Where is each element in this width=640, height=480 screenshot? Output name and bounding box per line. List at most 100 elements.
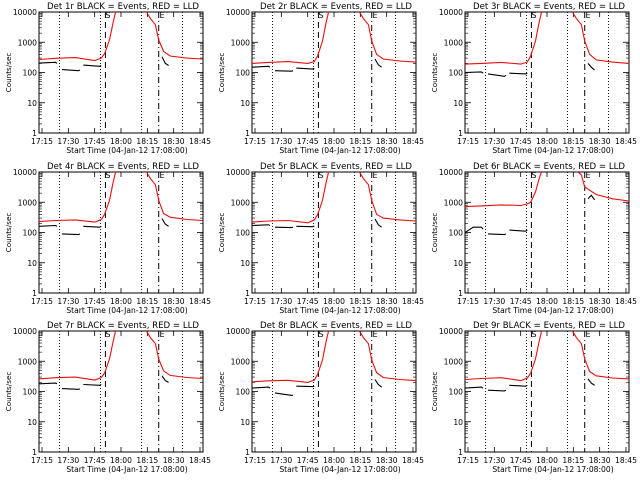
events-series-line xyxy=(296,225,315,228)
lld-series-line xyxy=(571,331,629,380)
chart-title: Det 6r BLACK = Events, RED = LLD xyxy=(473,162,625,172)
events-series-line xyxy=(274,70,294,72)
y-tick-label: 1000 xyxy=(444,198,463,207)
plot-frame xyxy=(464,11,630,134)
y-tick-label: 10000 xyxy=(226,168,250,177)
plot-frame xyxy=(38,171,204,294)
lld-series-line xyxy=(571,12,629,64)
series-group xyxy=(39,331,203,390)
x-tick-label: 17:30 xyxy=(57,137,79,146)
lld-series-line xyxy=(577,172,629,202)
plot-frame xyxy=(38,330,204,453)
y-tick-label: 100 xyxy=(449,69,464,78)
events-series-line xyxy=(39,224,58,227)
events-series-line xyxy=(465,71,484,74)
events-series-line xyxy=(374,379,382,388)
event-marker-label: E xyxy=(159,330,164,339)
x-tick-label: 17:45 xyxy=(297,137,319,146)
events-series-line xyxy=(374,218,382,228)
event-marker-label: S xyxy=(531,11,536,20)
y-tick-label: 1 xyxy=(245,129,250,138)
y-tick-label: 10 xyxy=(240,99,250,108)
events-series-line xyxy=(161,218,169,227)
plot-frame xyxy=(251,11,417,134)
chart-panel: Det 3r BLACK = Events, RED = LLD 1 10 100 10… xyxy=(430,2,637,155)
lld-series-line xyxy=(465,331,543,382)
y-tick-label: 10000 xyxy=(439,327,463,336)
y-tick-label: 10000 xyxy=(226,327,250,336)
y-tick-label: 1 xyxy=(458,289,463,298)
lld-series-line xyxy=(39,12,117,62)
plot-frame xyxy=(251,330,417,453)
x-tick-label: 18:30 xyxy=(376,137,398,146)
y-tick-label: 1000 xyxy=(231,198,250,207)
events-series-line xyxy=(252,65,271,68)
y-tick-label: 10000 xyxy=(226,8,250,17)
series-group xyxy=(252,331,416,396)
x-tick-label: 18:45 xyxy=(402,456,424,465)
x-tick-label: 18:15 xyxy=(562,297,584,306)
x-tick-label: 17:30 xyxy=(270,297,292,306)
lld-series-line xyxy=(358,331,416,382)
x-tick-label: 17:45 xyxy=(84,137,106,146)
x-tick-label: 18:30 xyxy=(376,297,398,306)
x-axis-label: Start Time (04-Jan-12 17:08:00) xyxy=(66,465,187,474)
event-marker-label: S xyxy=(318,330,323,339)
y-tick-label: 10000 xyxy=(439,168,463,177)
y-tick-label: 1000 xyxy=(18,38,37,47)
events-series-line xyxy=(252,386,271,389)
x-tick-label: 18:15 xyxy=(136,137,158,146)
x-tick-label: 18:15 xyxy=(562,137,584,146)
x-tick-label: 17:30 xyxy=(483,137,505,146)
event-marker-label: S xyxy=(318,11,323,20)
events-series-line xyxy=(487,233,507,236)
x-axis-label: Start Time (04-Jan-12 17:08:00) xyxy=(492,306,613,315)
events-series-line xyxy=(509,384,528,387)
y-tick-label: 100 xyxy=(23,69,38,78)
y-axis-label: Counts/sec xyxy=(4,53,13,93)
events-series-line xyxy=(487,73,507,77)
x-tick-label: 18:30 xyxy=(163,297,185,306)
y-tick-label: 1 xyxy=(32,129,37,138)
x-axis-label: Start Time (04-Jan-12 17:08:00) xyxy=(279,465,400,474)
x-tick-label: 18:45 xyxy=(189,297,211,306)
x-tick-label: 18:15 xyxy=(349,456,371,465)
y-tick-label: 1000 xyxy=(444,38,463,47)
event-marker-label: E xyxy=(585,11,590,20)
chart-panel: Det 9r BLACK = Events, RED = LLD 1 10 100 10… xyxy=(430,321,637,474)
y-axis-label: Counts/sec xyxy=(430,372,439,412)
event-marker-label: E xyxy=(159,171,164,180)
x-tick-label: 17:15 xyxy=(457,456,479,465)
lld-series-line xyxy=(358,12,416,63)
events-series-line xyxy=(83,225,102,228)
events-series-line xyxy=(161,375,169,383)
y-tick-label: 10 xyxy=(27,99,37,108)
x-tick-label: 17:30 xyxy=(57,456,79,465)
x-tick-label: 17:15 xyxy=(244,137,266,146)
x-tick-label: 17:15 xyxy=(31,456,53,465)
chart-panel: Det 4r BLACK = Events, RED = LLD 1 10 100 10… xyxy=(4,162,211,315)
events-series-line xyxy=(374,58,382,68)
y-axis-label: Counts/sec xyxy=(217,213,226,253)
y-axis-label: Counts/sec xyxy=(217,53,226,93)
x-tick-label: 17:45 xyxy=(510,297,532,306)
x-tick-label: 18:45 xyxy=(189,456,211,465)
chart-panel: Det 2r BLACK = Events, RED = LLD 1 10 100 10… xyxy=(217,2,424,155)
events-series-line xyxy=(83,64,102,67)
chart-title: Det 5r BLACK = Events, RED = LLD xyxy=(260,162,412,172)
x-tick-label: 18:45 xyxy=(402,297,424,306)
x-axis-label: Start Time (04-Jan-12 17:08:00) xyxy=(492,465,613,474)
events-series-line xyxy=(465,386,484,389)
y-tick-label: 1000 xyxy=(18,357,37,366)
series-group xyxy=(39,12,203,72)
y-tick-label: 10 xyxy=(240,418,250,427)
events-series-line xyxy=(61,233,81,236)
x-tick-label: 17:30 xyxy=(270,456,292,465)
event-marker-label: E xyxy=(585,330,590,339)
x-tick-label: 18:45 xyxy=(189,137,211,146)
event-marker-label: E xyxy=(585,171,590,180)
x-axis-label: Start Time (04-Jan-12 17:08:00) xyxy=(66,306,187,315)
y-tick-label: 1 xyxy=(245,289,250,298)
x-tick-label: 17:30 xyxy=(483,297,505,306)
